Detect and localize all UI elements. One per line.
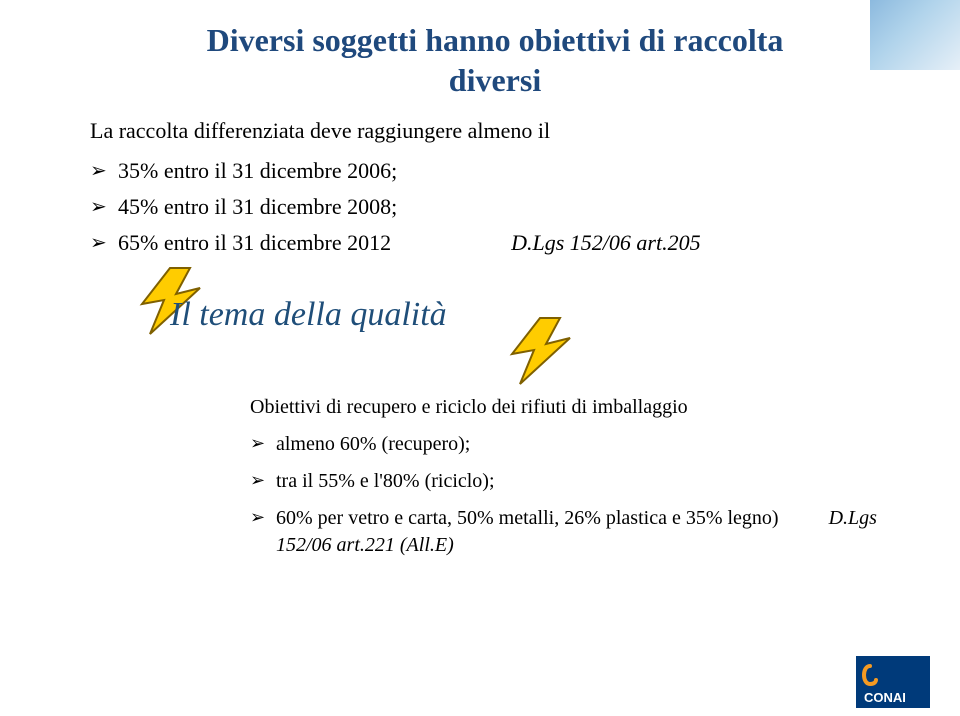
bullet-item: 45% entro il 31 dicembre 2008;: [90, 194, 900, 220]
header-photo-strip: [870, 0, 960, 70]
bullet-text: 35% entro il 31 dicembre 2006;: [118, 158, 397, 183]
bullet-item: 35% entro il 31 dicembre 2006;: [90, 158, 900, 184]
intro-text: La raccolta differenziata deve raggiunge…: [90, 118, 900, 144]
sub-bullets: almeno 60% (recupero); tra il 55% e l'80…: [250, 431, 900, 559]
title-line-2: diversi: [449, 62, 541, 98]
subtitle-wrap: Il tema della qualità: [170, 296, 900, 366]
sub-bullet-item: almeno 60% (recupero);: [250, 431, 900, 458]
law-reference: D.Lgs 152/06 art.205: [511, 230, 700, 256]
sub-bullet-text: tra il 55% e l'80% (riciclo);: [276, 470, 495, 492]
sub-bullet-text: 60% per vetro e carta, 50% metalli, 26% …: [276, 507, 779, 529]
sub-bullet-text: almeno 60% (recupero);: [276, 433, 470, 455]
main-bullets: 35% entro il 31 dicembre 2006; 45% entro…: [90, 158, 900, 256]
title-line-1: Diversi soggetti hanno obiettivi di racc…: [207, 22, 784, 58]
subtitle-text: Il tema della qualità: [170, 296, 447, 333]
sub-block: Obiettivi di recupero e riciclo dei rifi…: [250, 396, 900, 559]
bullet-item: 65% entro il 31 dicembre 2012 D.Lgs 152/…: [90, 230, 900, 256]
sub-bullet-item: 60% per vetro e carta, 50% metalli, 26% …: [250, 505, 900, 559]
svg-text:CONAI: CONAI: [864, 690, 906, 705]
bullet-text: 65% entro il 31 dicembre 2012: [118, 230, 391, 256]
sub-intro: Obiettivi di recupero e riciclo dei rifi…: [250, 396, 900, 419]
page-title: Diversi soggetti hanno obiettivi di racc…: [90, 20, 900, 100]
bullet-text: 45% entro il 31 dicembre 2008;: [118, 194, 397, 219]
sub-bullet-item: tra il 55% e l'80% (riciclo);: [250, 468, 900, 495]
conai-logo: CONAI: [856, 656, 930, 708]
slide: Diversi soggetti hanno obiettivi di racc…: [0, 0, 960, 716]
lightning-bolt-icon: [500, 316, 600, 386]
